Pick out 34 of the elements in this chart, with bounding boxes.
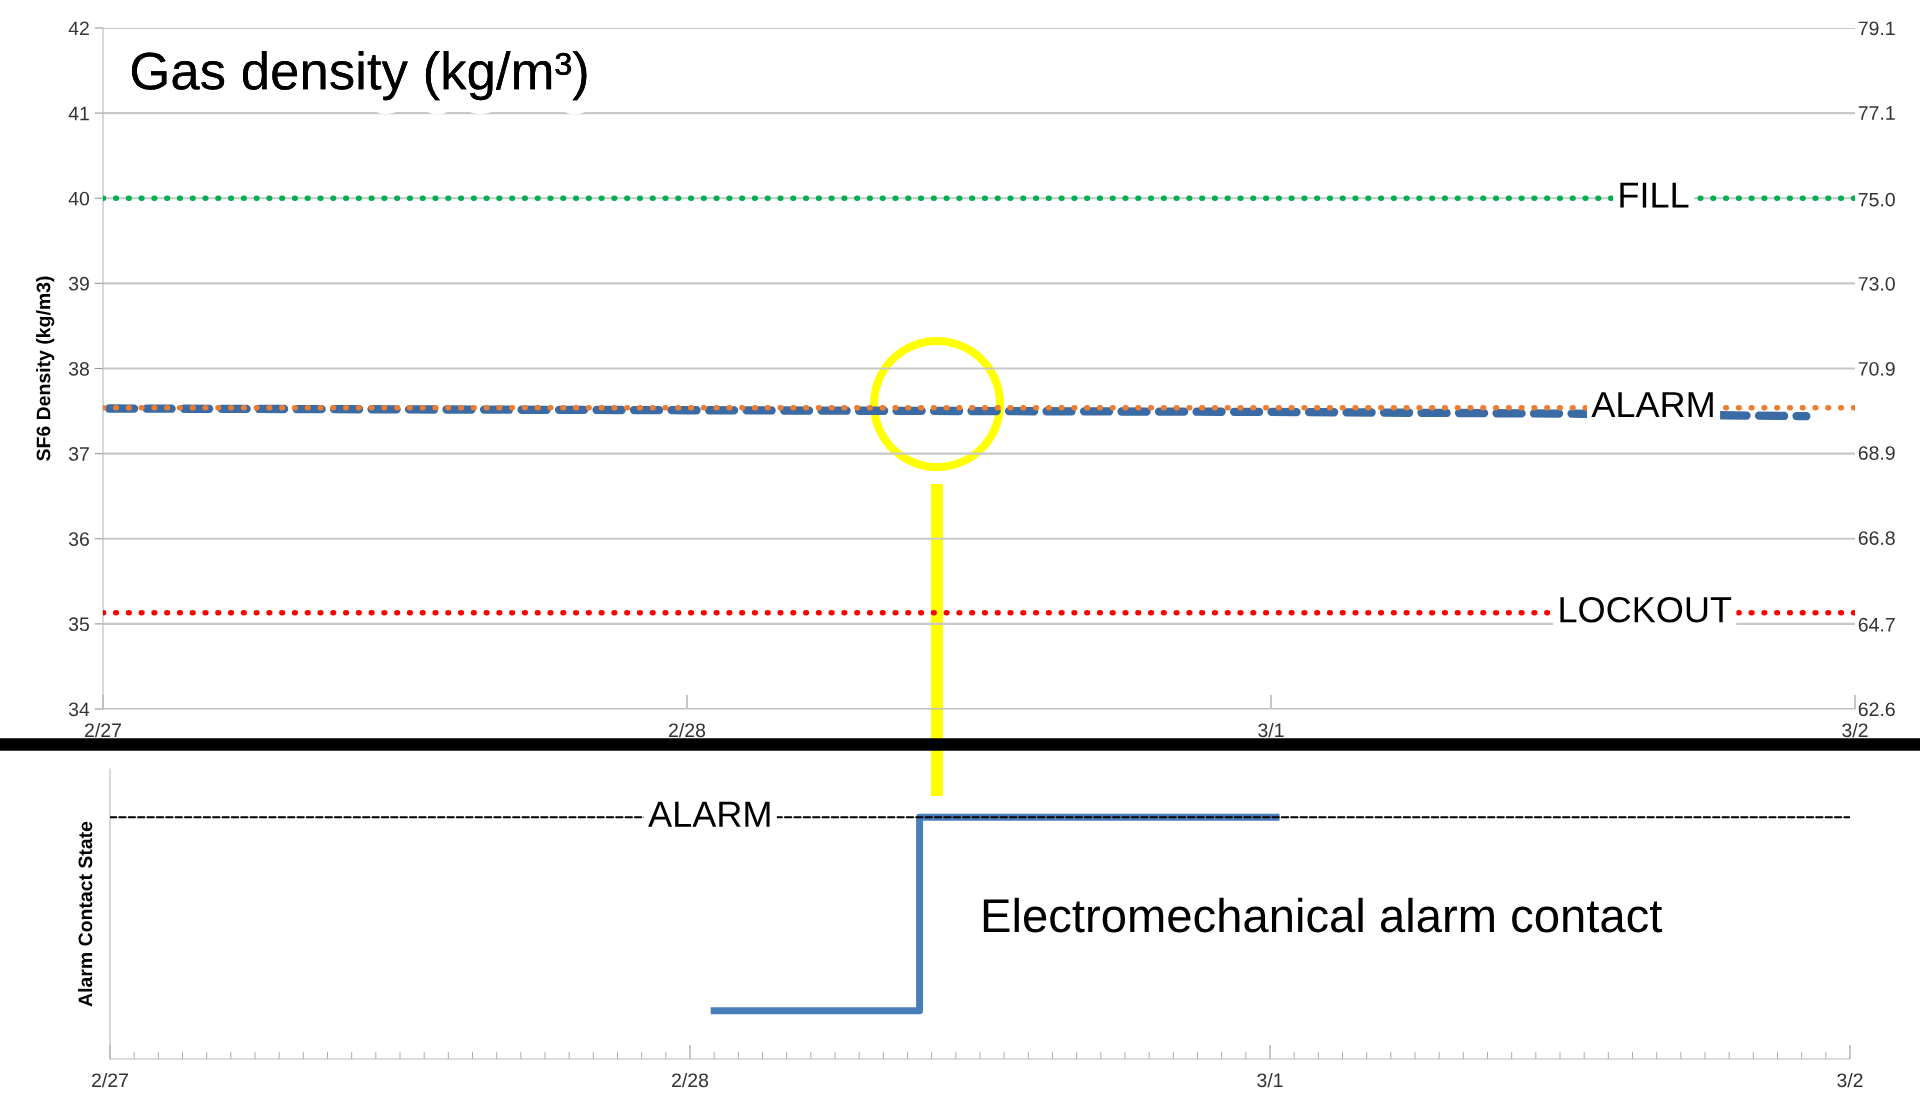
y2-tick-label: 64.7 [1858,617,1895,632]
ref-line-label: LOCKOUT [1560,596,1732,623]
y-tick-label: 39 [68,276,89,291]
y-tick-label: 40 [68,191,90,206]
y-tick-label: 42 [68,21,89,36]
ref-line-label: ALARM [648,801,770,827]
x-tick-label: 2/27 [85,722,121,738]
ref-line-label: FILL [1620,182,1689,208]
y-axis-title: Alarm Contact State [77,821,93,1007]
y2-tick-label: 73.0 [1858,276,1895,291]
x-tick-label: 2/28 [672,1072,709,1088]
x-tick-label: 2/27 [92,1072,128,1088]
y2-tick-label: 79.1 [1858,21,1895,36]
y-tick-label: 34 [68,702,90,717]
y-tick-label: 41 [68,106,89,121]
x-tick-label: 3/1 [1258,722,1284,738]
x-tick-label: 3/1 [1257,1072,1283,1088]
y2-tick-label: 75.0 [1858,192,1895,207]
x-tick-label: 3/2 [1837,1072,1863,1088]
y-axis-title: SF6 Density (kg/m3) [36,276,55,461]
y-tick-label: 36 [68,532,89,546]
y-tick-label: 37 [68,447,89,461]
y2-tick-label: 66.8 [1858,531,1895,545]
annotation: Gas density (kg/m³) [131,51,587,101]
x-tick-label: 2/28 [669,722,706,738]
y2-tick-label: 77.1 [1858,106,1895,120]
y-tick-label: 38 [68,361,89,376]
y2-tick-label: 68.9 [1858,446,1895,460]
x-tick-label: 3/2 [1842,722,1868,738]
ref-line-label: ALARM [1591,392,1713,417]
y2-tick-label: 62.6 [1858,702,1895,717]
y-tick-label: 35 [68,617,89,632]
y2-tick-label: 70.9 [1858,361,1895,376]
annotation: Electromechanical alarm contact [983,897,1663,933]
